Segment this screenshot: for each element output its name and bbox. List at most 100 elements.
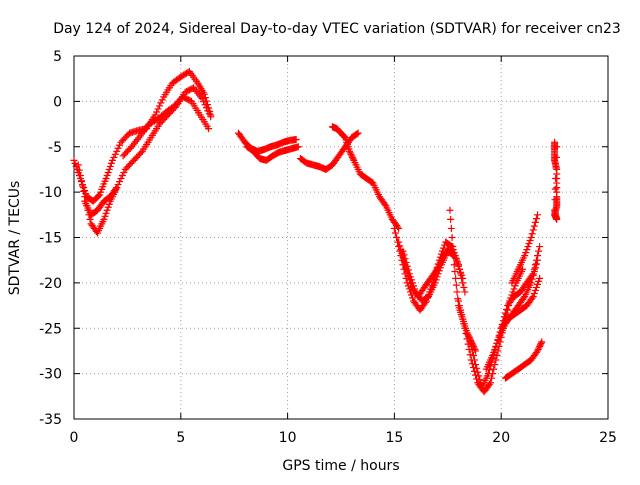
data-point [111,150,119,158]
data-point [501,309,509,317]
data-point [114,181,122,189]
data-point [86,215,94,223]
axis-ticks [73,55,609,420]
data-point [75,166,83,174]
y-tick-label: -15 [39,231,62,247]
data-point [532,215,540,223]
data-point [391,229,399,237]
x-tick-labels: 0 5 10 15 20 25 [70,430,617,446]
data-point [522,249,530,257]
data-point [467,336,475,344]
data-point [120,168,128,176]
data-point [76,171,84,179]
data-point [467,338,475,346]
data-point [406,273,414,281]
data-point [463,329,471,337]
data-point [461,288,469,296]
x-tick-label: 20 [492,430,510,446]
data-point [394,223,402,231]
data-point [77,177,85,185]
data-point [434,270,442,278]
data-point [535,277,543,285]
y-tick-label: -10 [39,185,62,201]
data-point [117,175,125,183]
data-point [529,271,537,279]
data-point [113,184,121,192]
data-point [526,237,534,245]
data-point [464,332,472,340]
data-point [403,262,411,270]
data-point [107,159,115,167]
data-point [205,125,213,133]
data-point [534,256,542,264]
data-point [81,187,89,195]
data-point [71,159,79,167]
data-point [534,345,542,353]
data-point [454,295,462,303]
data-point [346,147,354,155]
data-point [457,268,465,276]
data-point [294,143,302,151]
data-point [485,380,493,388]
data-point [108,156,116,164]
data-point [402,258,410,266]
data-point [390,224,398,232]
data-point [535,344,543,352]
data-point [510,285,518,293]
data-point [530,289,538,297]
series-track-7 [296,129,362,173]
data-point [116,141,124,149]
data-point [435,267,443,275]
data-point [484,370,492,378]
data-point [292,135,300,143]
data-point [155,102,163,110]
data-point [158,96,166,104]
data-point [487,379,495,387]
data-point [409,294,417,302]
data-point [527,234,535,241]
data-point [401,255,409,263]
data-point [405,270,413,278]
data-point [494,336,502,344]
data-point [347,150,355,158]
data-point [431,279,439,287]
data-point [535,247,543,255]
x-tick-label: 25 [599,430,617,446]
data-point [551,196,559,204]
data-point [536,342,544,350]
data-point [452,256,460,264]
data-point [469,351,477,359]
data-point [105,200,113,208]
data-point [527,279,535,287]
data-point [353,130,361,138]
data-point [531,264,539,272]
data-point [456,265,464,273]
data-point [468,360,476,368]
data-point [537,339,545,347]
data-point [509,288,517,296]
series-track-17 [446,206,480,355]
data-point [551,206,559,214]
data-point [475,372,483,380]
data-point [536,274,544,282]
data-point [348,153,356,161]
data-point [466,335,474,343]
data-point [449,243,457,251]
data-point [553,143,561,151]
data-point [447,215,455,223]
data-point [411,285,419,293]
series-track-3 [119,93,213,160]
data-point [471,356,478,364]
x-tick-label: 0 [70,430,79,446]
data-point [469,342,477,350]
data-point [399,247,407,255]
data-point [205,110,213,118]
data-point [503,305,511,313]
data-point [114,144,122,152]
data-point [528,294,536,302]
data-point [80,187,88,195]
y-tick-label: -30 [39,367,62,383]
data-point [493,339,501,347]
data-point [102,175,110,183]
data-point [525,240,533,248]
